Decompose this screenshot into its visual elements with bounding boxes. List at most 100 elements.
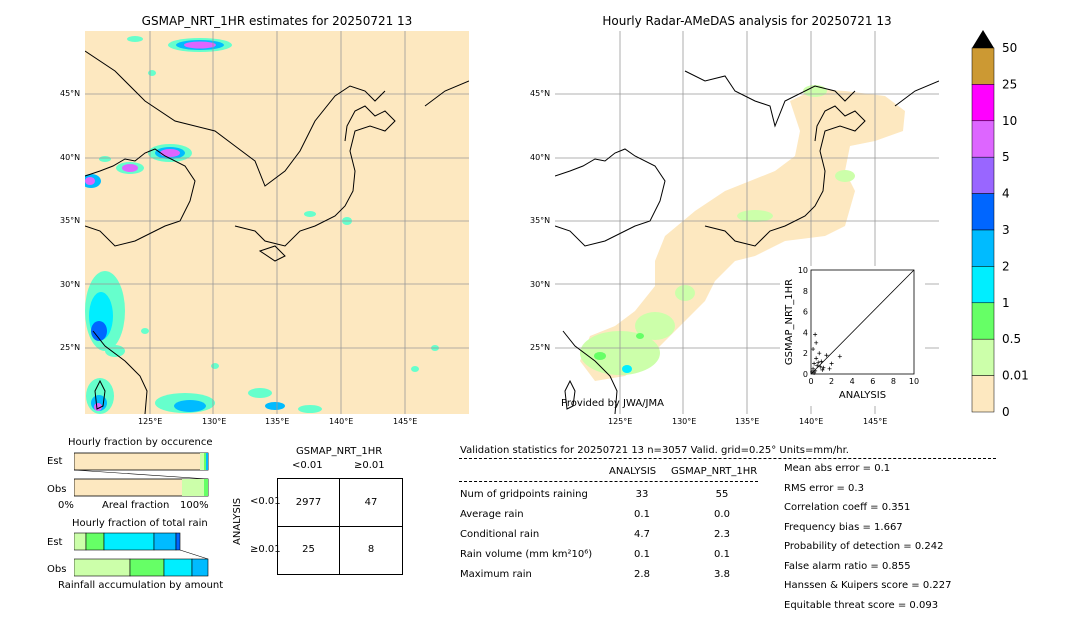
scatter-x-tick: 10 (909, 377, 919, 386)
score-row: Frequency bias = 1.667 (784, 522, 951, 542)
total-rain-axis-label: Rainfall accumulation by amount (58, 580, 223, 591)
score-row: Equitable threat score = 0.093 (784, 600, 951, 619)
colorbar-swatch (972, 230, 994, 266)
colorbar-swatch (972, 48, 994, 84)
right-lon-tick: 125°E (608, 417, 632, 426)
occurence-axis-left: 0% (58, 500, 74, 511)
validation-header: Validation statistics for 20250721 13 n=… (460, 445, 849, 456)
contingency-cell: 8 (340, 544, 402, 555)
colorbar-label: 1 (1002, 296, 1010, 310)
scatter-y-tick: 8 (803, 287, 808, 296)
left-lon-tick: 135°E (265, 417, 289, 426)
contingency-col-label: ≥0.01 (354, 460, 385, 471)
scatter-y-tick: 0 (803, 370, 808, 379)
right-lon-tick: 145°E (863, 417, 887, 426)
colorbar-label: 10 (1002, 114, 1017, 128)
left-lon-tick: 145°E (393, 417, 417, 426)
occurence-obs-label: Obs (47, 484, 66, 495)
validation-row-gsmap: 2.3 (692, 529, 752, 540)
left-lat-tick: 30°N (60, 280, 80, 289)
colorbar-swatch (972, 194, 994, 230)
contingency-table: 2977 47 25 8 (277, 478, 403, 575)
validation-col-analysis: ANALYSIS (609, 466, 656, 477)
validation-row-gsmap: 0.0 (692, 509, 752, 520)
left-map (85, 31, 469, 414)
left-lon-tick: 125°E (138, 417, 162, 426)
colorbar-label: 2 (1002, 259, 1010, 273)
occurence-est-segment (206, 453, 208, 470)
total-rain-obs-label: Obs (47, 564, 66, 575)
occurence-est-segment (200, 453, 204, 470)
colorbar-label: 50 (1002, 41, 1017, 55)
colorbar-label: 3 (1002, 223, 1010, 237)
score-row: Mean abs error = 0.1 (784, 463, 951, 483)
colorbar-swatch (972, 121, 994, 157)
occurence-est-bar (74, 453, 208, 470)
scatter-y-label: GSMAP_NRT_1HR (784, 279, 795, 365)
contingency-col-label: <0.01 (292, 460, 323, 471)
occurence-obs-segment (182, 479, 204, 496)
score-row: Probability of detection = 0.242 (784, 541, 951, 561)
contingency-cell: 25 (278, 544, 339, 555)
scatter-y-tick: 6 (803, 308, 808, 317)
colorbar-label: 25 (1002, 77, 1017, 91)
left-lat-tick: 40°N (60, 153, 80, 162)
scatter-y-tick: 10 (798, 266, 808, 275)
total-rain-est-label: Est (47, 537, 62, 548)
right-lon-tick: 130°E (672, 417, 696, 426)
colorbar-label: 0.5 (1002, 332, 1021, 346)
colorbar-extend-arrow (972, 30, 994, 48)
scatter-x-tick: 6 (870, 377, 875, 386)
data-credit: Provided by JWA/JMA (561, 398, 664, 409)
right-map-title: Hourly Radar-AMeDAS analysis for 2025072… (556, 14, 938, 28)
right-lat-tick: 25°N (530, 343, 550, 352)
occurence-title: Hourly fraction by occurence (68, 437, 212, 448)
score-row: Hanssen & Kuipers score = 0.227 (784, 580, 951, 600)
validation-row-gsmap: 3.8 (692, 569, 752, 580)
right-lon-tick: 140°E (799, 417, 823, 426)
occurence-bars (74, 450, 210, 500)
colorbar-swatch (972, 303, 994, 339)
contingency-row-axis: ANALYSIS (232, 498, 243, 545)
colorbar-swatch (972, 266, 994, 302)
validation-row-label: Num of gridpoints raining (460, 489, 588, 500)
validation-divider (459, 458, 996, 459)
validation-row-analysis: 33 (612, 489, 672, 500)
validation-row-label: Average rain (460, 509, 524, 520)
right-lat-tick: 30°N (530, 280, 550, 289)
colorbar-label: 4 (1002, 187, 1010, 201)
scatter-x-label: ANALYSIS (839, 390, 886, 401)
left-lon-tick: 140°E (329, 417, 353, 426)
validation-row-label: Maximum rain (460, 569, 532, 580)
occurence-axis-right: 100% (180, 500, 209, 511)
scatter-y-tick: 4 (803, 328, 808, 337)
right-lat-tick: 45°N (530, 89, 550, 98)
scatter-y-tick: 2 (803, 349, 808, 358)
colorbar-label: 0 (1002, 405, 1010, 418)
right-lat-tick: 40°N (530, 153, 550, 162)
occurence-est-segment (204, 453, 206, 470)
contingency-cell: 2977 (278, 497, 339, 508)
score-row: Correlation coeff = 0.351 (784, 502, 951, 522)
scatter-x-tick: 4 (850, 377, 855, 386)
colorbar-swatch (972, 157, 994, 193)
total-rain-title: Hourly fraction of total rain (72, 518, 208, 529)
colorbar-swatch (972, 376, 994, 412)
contingency-cell: 47 (340, 497, 402, 508)
occurence-axis-label: Areal fraction (102, 500, 169, 511)
left-lat-tick: 35°N (60, 216, 80, 225)
validation-row-gsmap: 55 (692, 489, 752, 500)
validation-row-label: Rain volume (mm km²10⁶) (460, 549, 592, 560)
left-lat-tick: 45°N (60, 89, 80, 98)
validation-scores: Mean abs error = 0.1 RMS error = 0.3 Cor… (784, 463, 951, 619)
scatter-x-tick: 8 (891, 377, 896, 386)
score-row: False alarm ratio = 0.855 (784, 561, 951, 581)
validation-divider (459, 481, 758, 482)
validation-row-analysis: 2.8 (612, 569, 672, 580)
colorbar-label: 5 (1002, 150, 1010, 164)
validation-col-gsmap: GSMAP_NRT_1HR (671, 466, 757, 477)
left-lat-tick: 25°N (60, 343, 80, 352)
